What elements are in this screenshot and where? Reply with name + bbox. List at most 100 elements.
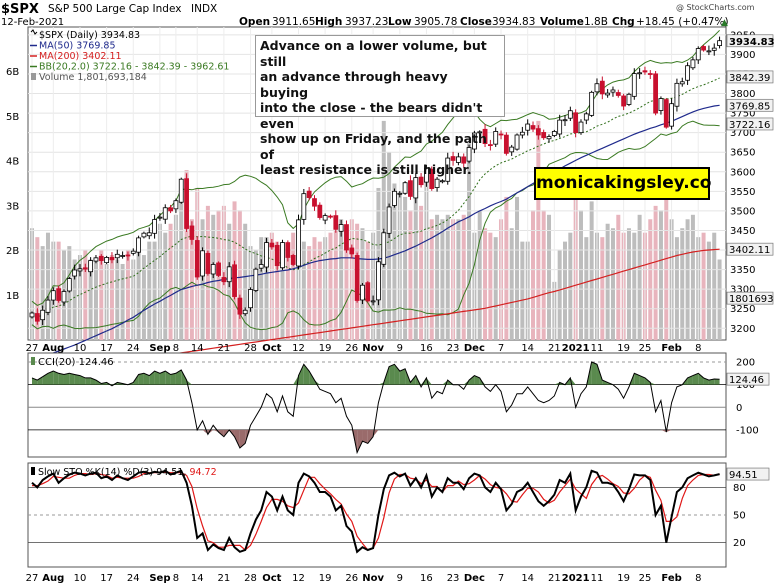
volume-label: Volume [540, 16, 584, 28]
volume-bar [712, 232, 717, 340]
candle-body [93, 257, 99, 262]
ohlc-high-label: High [315, 16, 342, 28]
candle-body [440, 180, 445, 183]
ohlc-close-value: 3934.83 [492, 16, 535, 28]
cci-line [31, 361, 720, 455]
cci-fill-positive [298, 364, 304, 385]
volume-bar [301, 241, 306, 340]
candle-body [594, 83, 600, 93]
volume-bar [653, 205, 658, 340]
candle-body [503, 134, 509, 154]
x-tick-label: 8 [695, 343, 701, 354]
candle-body [200, 250, 205, 277]
candle-body [173, 200, 179, 210]
candle-body [690, 59, 696, 69]
cci-fill-positive [698, 373, 704, 385]
price-tick-label: 3200 [730, 324, 755, 335]
cci-fill-positive [154, 371, 160, 385]
cci-fill-negative [357, 429, 363, 453]
x-tick-label: 14 [521, 573, 534, 584]
volume-bar [547, 214, 552, 340]
x-tick-label: Nov [362, 343, 384, 354]
volume-bar [403, 196, 408, 340]
candle-body [583, 113, 589, 121]
x-tick-label: 10 [74, 573, 87, 584]
cci-fill-positive [389, 364, 395, 385]
x-tick-label: 9 [397, 573, 403, 584]
candle-body [194, 240, 200, 278]
sto-tick-label: 50 [733, 511, 746, 522]
volume-bar [307, 246, 312, 340]
price-tick-label: 3750 [730, 109, 755, 120]
candle-body [466, 147, 472, 162]
candle-body [557, 119, 563, 135]
cci-fill-positive [714, 379, 720, 385]
price-tags: 3934.83 3842.39 3769.85 3722.16 3402.11 18016… [726, 34, 775, 305]
stochastic-panel: 20 50 80 94.51 [27, 462, 770, 568]
candle-body [615, 92, 621, 96]
x-tick-label: Feb [661, 573, 681, 584]
legend-price: $SPX (Daily) 3934.83 [39, 30, 140, 41]
volume-bar [88, 259, 93, 340]
cci-fill-positive [303, 364, 310, 385]
sto-legend-swatch [31, 467, 35, 475]
volume-bar [701, 232, 706, 340]
x-tick-label: 24 [127, 573, 140, 584]
cci-fill-positive [37, 376, 43, 385]
bollinger-bands [31, 29, 720, 331]
volume-bar [83, 250, 88, 340]
candle-body [264, 242, 269, 268]
x-tick-label: 27 [26, 343, 39, 354]
x-tick-label: 8 [695, 573, 701, 584]
x-tick-label: 8 [173, 573, 179, 584]
candle-body [157, 216, 163, 219]
volume-bar [632, 232, 637, 340]
volume-bar [147, 241, 152, 340]
candle-body [429, 168, 435, 189]
volume-bar [445, 214, 450, 340]
cci-fill-positive [165, 371, 171, 385]
chg-label: Chg [612, 16, 635, 28]
watermark: @ StockCharts.com [676, 3, 755, 12]
candle-body [567, 110, 573, 119]
candle-body [599, 80, 605, 95]
brand-box: monicakingsley.co [534, 167, 712, 200]
cci-fill-positive [69, 373, 75, 385]
x-tick-label: 8 [173, 343, 179, 354]
bb-middle-line [31, 77, 720, 318]
candle-body [701, 46, 706, 51]
candle-body [120, 255, 126, 257]
volume-bar [291, 232, 296, 340]
cci-fill-positive [639, 375, 645, 385]
cci-fill-positive [90, 377, 96, 385]
sto-tick-label: 80 [733, 483, 746, 494]
volume-tick-label: 4B [6, 157, 19, 168]
ohlc-close-label: Close [460, 16, 492, 28]
legend-price-icon [30, 29, 38, 35]
volume-bar [264, 237, 269, 340]
x-tick-label: 10 [74, 343, 87, 354]
volume-value: 1.8B [584, 16, 608, 28]
cci-fill-positive [149, 371, 155, 385]
volume-bar [179, 187, 184, 340]
candle-body [88, 260, 94, 273]
sto-tick-label: 20 [733, 538, 746, 549]
x-tick-label: 21 [218, 343, 231, 354]
candle-body [376, 261, 381, 301]
price-tag-box [726, 70, 774, 84]
volume-bar [541, 210, 546, 340]
volume-bar [578, 210, 583, 340]
candle-body [386, 206, 392, 234]
candle-body [226, 266, 232, 283]
volume-bar [435, 214, 440, 340]
symbol-name: S&P 500 Large Cap Index [48, 3, 181, 15]
cci-fill-positive [170, 373, 176, 385]
price-tag-box [726, 34, 774, 48]
candle-body [66, 278, 72, 292]
volume-bar [387, 152, 392, 340]
volume-bar [563, 241, 567, 340]
price-tag-label: 3842.39 [729, 73, 770, 84]
x-tick-label: Oct [262, 343, 281, 354]
annotation-box: Advance on a lower volume, but still an … [255, 35, 505, 177]
cci-fill-negative [660, 429, 667, 433]
